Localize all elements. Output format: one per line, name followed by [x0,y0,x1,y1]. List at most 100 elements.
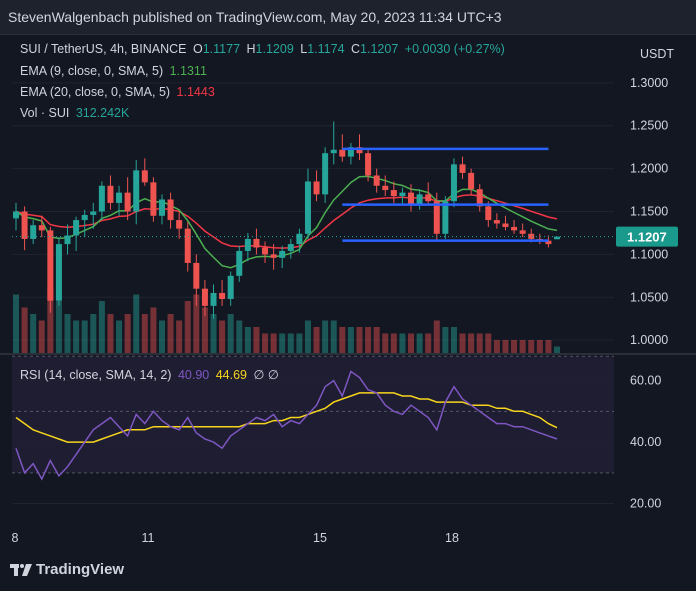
candle-body [433,201,440,234]
volume-bar [528,340,535,353]
candle-body [98,185,105,212]
candle-body [184,228,191,263]
rsi-tick-label: 20.00 [630,497,661,511]
volume-bar [536,340,543,353]
ema9-line [15,175,558,269]
volume-bar [433,320,440,353]
volume-bar [193,294,200,353]
candle-body [55,244,62,301]
ema20-line [15,194,558,249]
candle-body [210,292,217,306]
volume-bar [227,314,234,353]
volume-bar [253,327,260,353]
price-tick-label: 1.3000 [630,76,668,90]
volume-bar [38,320,45,353]
high-label: H [246,42,256,56]
price-tick-label: 1.0000 [630,333,668,347]
volume-bar [13,294,19,353]
volume-bar [262,333,269,353]
candle-body [141,170,148,183]
candle-body [30,225,37,239]
volume-bar [390,333,397,353]
volume-bar [304,320,311,353]
price-tick-label: 1.0500 [630,290,668,304]
tradingview-logo[interactable]: TradingView [10,560,124,578]
candle-body [13,211,19,219]
rsi-value: 40.90 [177,368,210,382]
time-tick-label: 8 [12,531,19,545]
volume-bar [81,320,88,353]
volume-bar [64,314,71,353]
rsi-band-fill [12,356,614,473]
candle-body [167,199,174,221]
candle-body [279,250,286,258]
price-chart[interactable]: 1.3000 1.2500 1.2000 1.1500 1.1000 1.0500 1.00… [0,35,696,591]
volume-bar [442,327,449,353]
rsi-ma-line [15,392,558,443]
candle-body [304,181,311,234]
volume-bar [176,320,183,353]
volume-bar [373,327,380,353]
rsi-tick-label: 60.00 [630,374,661,388]
high-value: 1.1209 [255,42,294,56]
candle-body [236,250,243,276]
candle-body [399,192,406,197]
volume-bar [21,307,28,353]
volume-bar [201,307,208,353]
volume-bar [313,327,320,353]
candle-body [296,233,303,245]
ema9-label: EMA (9, close, 0, SMA, 5) [20,64,164,78]
rsi-tick-label: 40.00 [630,435,661,449]
candle-body [339,149,346,157]
volume-bar [476,333,483,353]
rsi-extra: ∅ ∅ [253,368,279,382]
publish-title: StevenWalgenbach published on TradingVie… [8,9,502,25]
candle-body [21,211,28,239]
candle-body [81,214,88,221]
volume-bar [47,288,54,353]
candle-body [519,230,526,234]
ema9-value: 1.1311 [169,64,207,78]
tradingview-brand: TradingView [36,561,125,578]
last-price-label: 1.1207 [627,230,667,245]
candle-body [330,149,337,154]
candle-body [382,185,389,191]
volume-bar [493,340,500,353]
candle-body [64,235,71,245]
change-value: +0.0030 (+0.27%) [404,42,505,56]
volume-bar [150,307,157,353]
volume-bar [270,333,277,353]
volume-bar [73,320,80,353]
candle-body [150,182,157,216]
volume-bar [167,314,174,353]
volume-bar [219,320,226,353]
volume-bar [502,340,509,353]
candle-body [116,192,123,203]
close-value: 1.1207 [360,42,399,56]
candle-body [511,226,518,231]
time-tick-label: 11 [142,531,155,545]
rsi-legend: RSI (14, close, SMA, 14, 2) 40.90 44.69 … [20,367,282,382]
candle-body [373,175,380,186]
low-label: L [300,42,308,56]
price-tick-label: 1.1000 [630,247,668,261]
volume-bar [519,340,526,353]
candle-body [107,185,114,203]
publish-header: StevenWalgenbach published on TradingVie… [0,0,696,35]
candle-body [124,192,131,212]
open-label: O [192,42,203,56]
rsi-label: RSI (14, close, SMA, 14, 2) [20,368,172,382]
candle-body [502,223,509,227]
ema20-label: EMA (20, close, 0, SMA, 5) [20,85,171,99]
volume-bar [210,314,217,353]
candle-body [262,247,269,255]
candle-body [193,262,200,289]
candle-body [38,225,45,231]
candle-body [313,181,320,195]
volume-bar [425,333,432,353]
price-tick-label: 1.2500 [630,119,668,133]
candle-body [493,220,500,224]
volume-bar [382,333,389,353]
volume-bar [356,327,363,353]
volume-bar [124,314,131,353]
